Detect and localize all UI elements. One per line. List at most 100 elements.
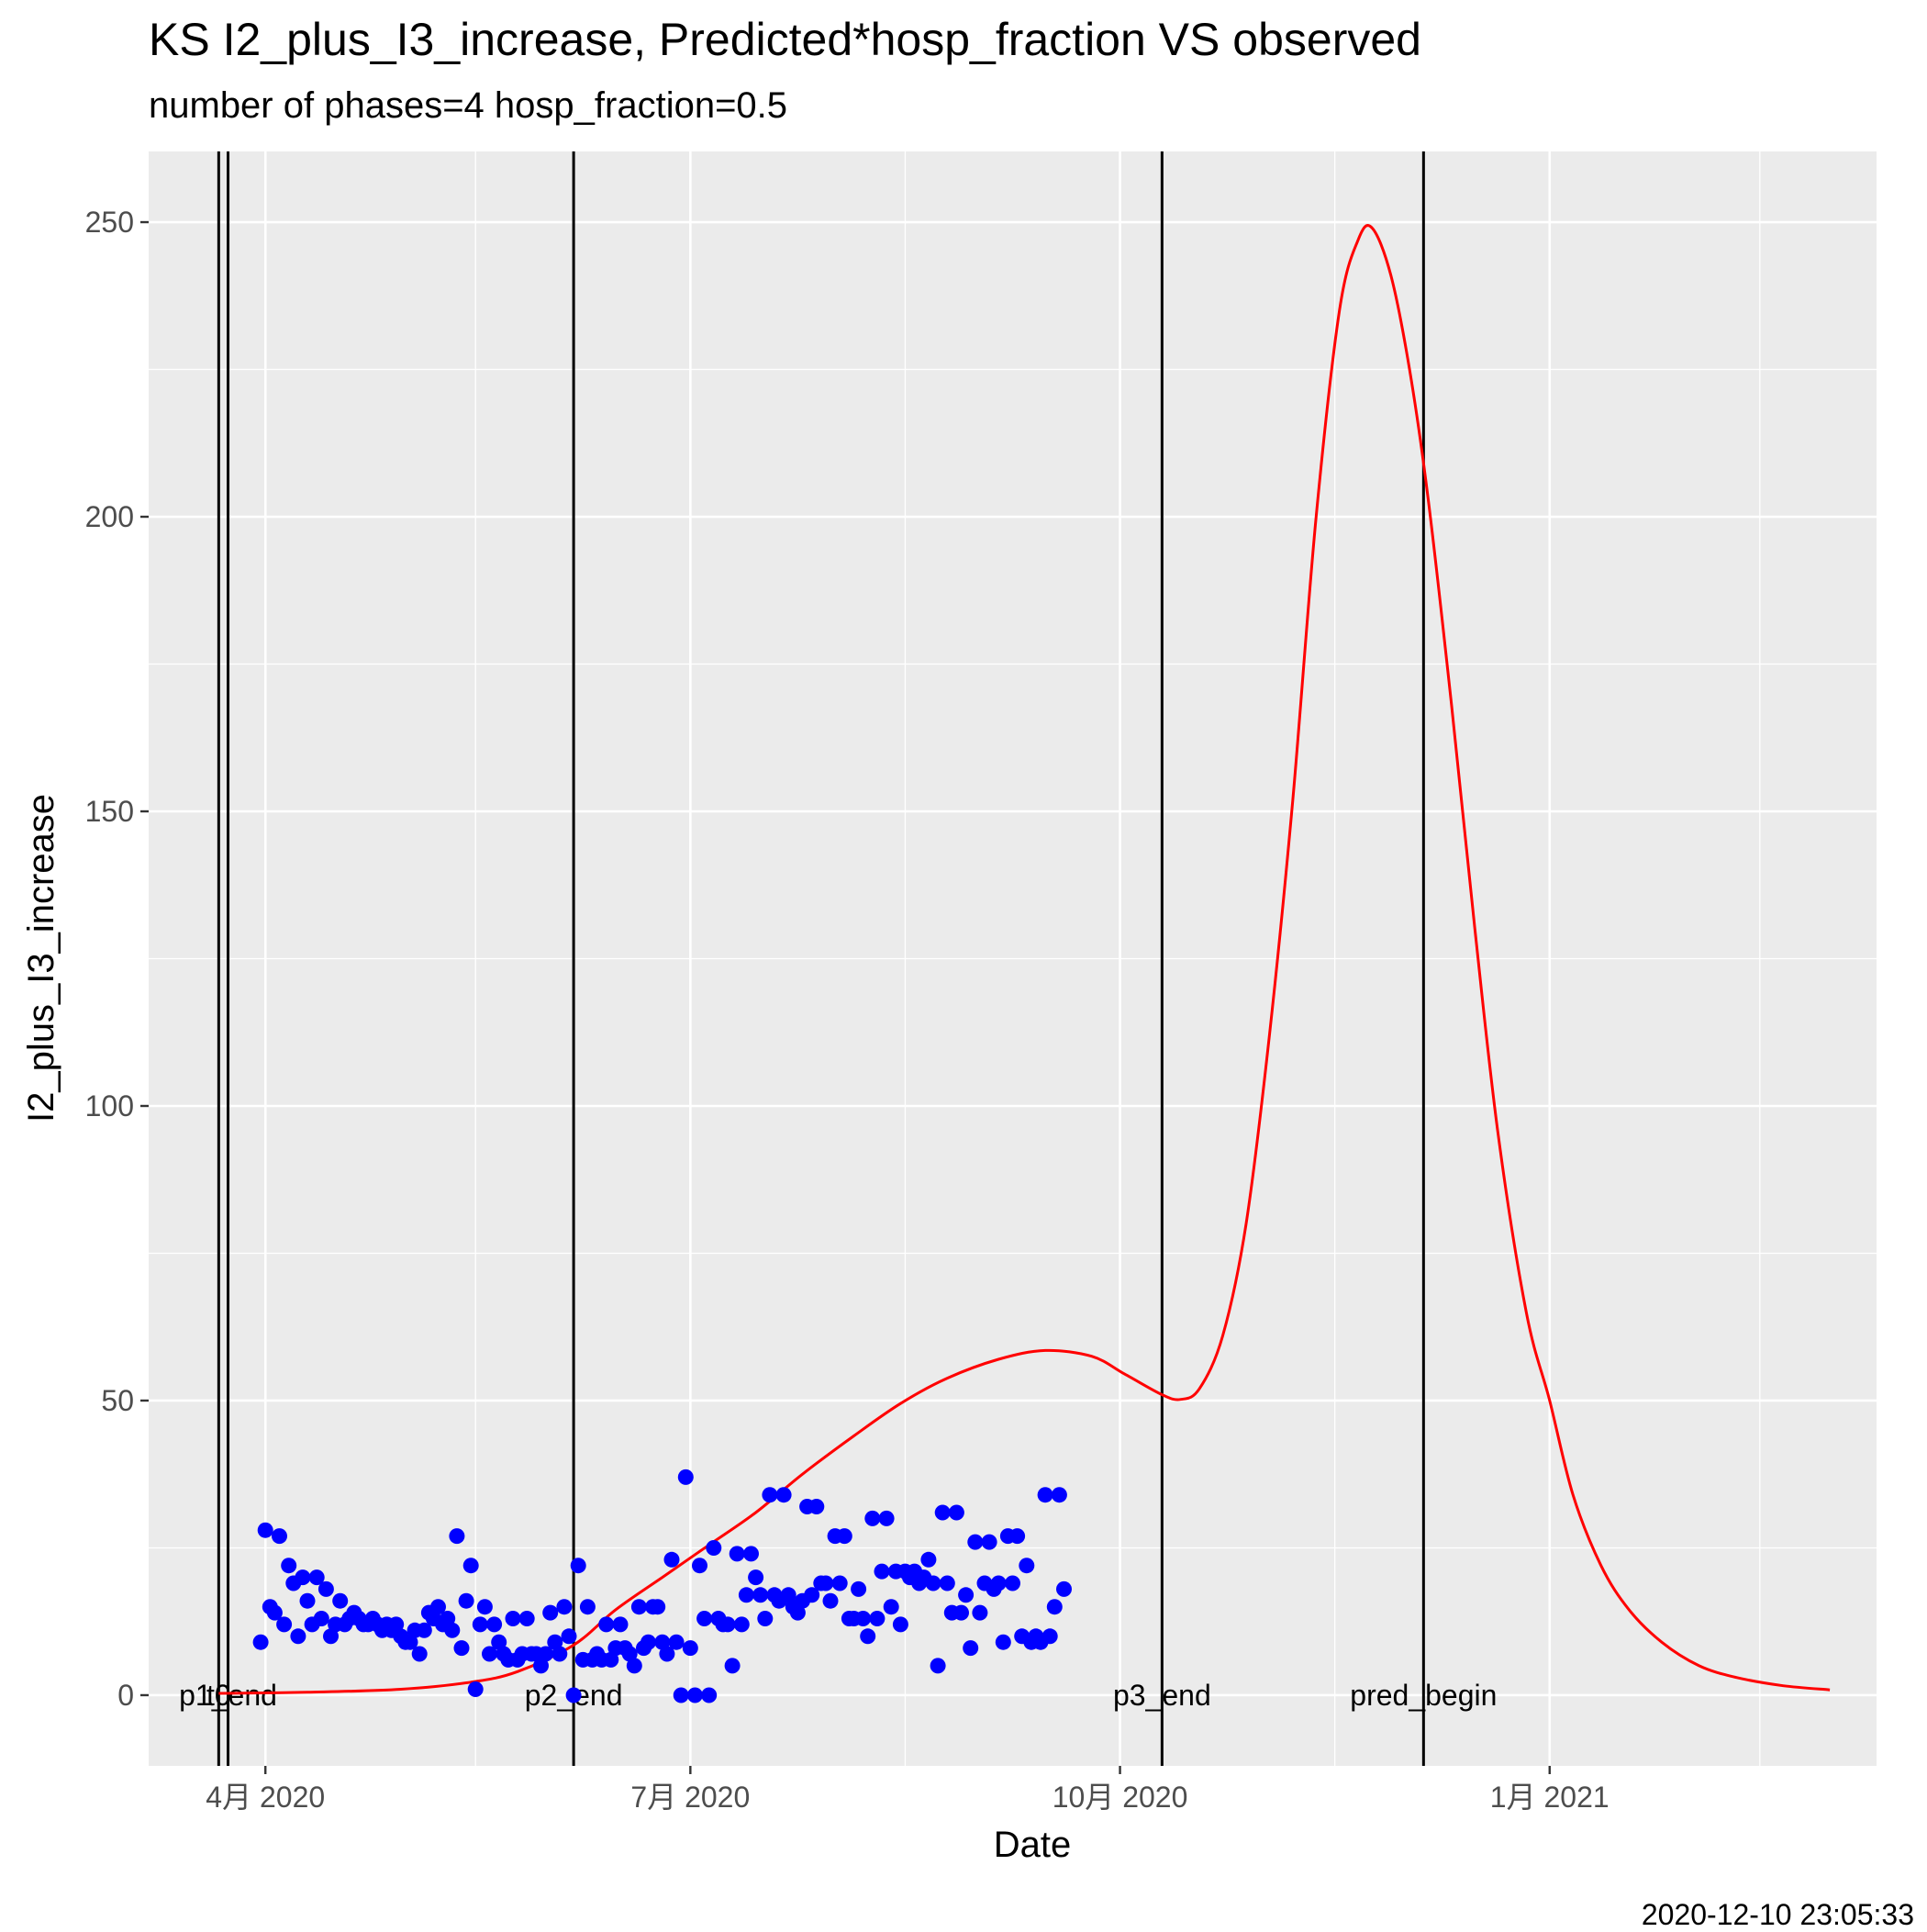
observed-point [701, 1687, 718, 1703]
observed-point [682, 1640, 698, 1657]
chart-subtitle: number of phases=4 hosp_fraction=0.5 [149, 85, 788, 126]
observed-point [719, 1616, 736, 1633]
observed-point [402, 1634, 418, 1650]
observed-point [822, 1592, 839, 1609]
y-tick-label: 200 [85, 500, 134, 533]
observed-point [533, 1658, 549, 1674]
observed-point [1041, 1628, 1058, 1645]
observed-point [673, 1687, 689, 1703]
observed-point [851, 1580, 867, 1597]
observed-point [804, 1587, 820, 1603]
observed-point [752, 1587, 769, 1603]
observed-point [276, 1616, 293, 1633]
observed-point [542, 1604, 559, 1621]
phase-label-p3-end: p3_end [1113, 1679, 1211, 1712]
observed-point [925, 1575, 941, 1591]
observed-point [458, 1592, 474, 1609]
observed-point [892, 1616, 908, 1633]
observed-point [738, 1587, 754, 1603]
observed-point [416, 1622, 432, 1638]
x-tick-label: 1月 2021 [1490, 1781, 1610, 1814]
observed-point [663, 1551, 680, 1568]
observed-point [467, 1681, 484, 1697]
observed-point [963, 1640, 979, 1657]
observed-point [981, 1534, 997, 1550]
y-tick-label: 250 [85, 206, 134, 239]
minor-gridlines [149, 151, 1877, 1766]
observed-point [939, 1575, 955, 1591]
observed-point [860, 1628, 876, 1645]
observed-point [257, 1522, 273, 1538]
observed-point [556, 1599, 573, 1615]
observed-point [1046, 1599, 1063, 1615]
observed-point [1056, 1580, 1072, 1597]
phase-label-p1-end: p1_end [179, 1679, 277, 1712]
observed-point [808, 1499, 825, 1514]
observed-point [780, 1587, 796, 1603]
observed-point [388, 1616, 405, 1633]
observed-point [272, 1528, 287, 1545]
observed-point [930, 1658, 946, 1674]
observed-point [990, 1575, 1007, 1591]
observed-point [313, 1611, 329, 1626]
y-axis-ticks: 0 50 100 150 200 250 [85, 206, 149, 1712]
observed-point [775, 1487, 792, 1503]
x-axis-title: Date [994, 1825, 1072, 1865]
observed-point [505, 1611, 521, 1626]
observed-point [281, 1558, 297, 1574]
observed-point [748, 1569, 764, 1586]
observed-point [640, 1634, 656, 1650]
x-tick-label: 7月 2020 [630, 1781, 750, 1814]
observed-point [561, 1628, 577, 1645]
y-tick-label: 0 [117, 1679, 134, 1712]
observed-point [696, 1611, 713, 1626]
observed-point [920, 1551, 937, 1568]
observed-point [598, 1616, 615, 1633]
phase-label-t0: t0 [206, 1679, 231, 1712]
observed-point [706, 1540, 722, 1556]
y-tick-label: 50 [101, 1384, 134, 1417]
observed-point [677, 1469, 694, 1485]
observed-point [462, 1558, 479, 1574]
observed-point [630, 1599, 647, 1615]
phase-label-pred-begin: pred_begin [1350, 1679, 1497, 1712]
observed-point [686, 1687, 703, 1703]
observed-point [654, 1634, 671, 1650]
observed-point [482, 1646, 497, 1662]
observed-point [650, 1599, 666, 1615]
observed-point [440, 1611, 456, 1626]
observed-point [953, 1604, 969, 1621]
observed-point [612, 1616, 629, 1633]
x-tick-label: 10月 2020 [1053, 1781, 1188, 1814]
observed-point [538, 1646, 554, 1662]
observed-point [762, 1487, 778, 1503]
observed-point [668, 1634, 685, 1650]
observed-point [472, 1616, 488, 1633]
observed-point [295, 1569, 311, 1586]
observed-point [290, 1628, 306, 1645]
observed-point [411, 1646, 428, 1662]
observed-point [995, 1634, 1011, 1650]
observed-point [1037, 1487, 1053, 1503]
observed-point [518, 1611, 535, 1626]
observed-point [299, 1592, 316, 1609]
observed-point [733, 1616, 750, 1633]
observed-point [266, 1604, 283, 1621]
major-gridlines [149, 151, 1877, 1766]
y-tick-label: 100 [85, 1089, 134, 1122]
observed-point [323, 1628, 339, 1645]
observed-point [869, 1611, 886, 1626]
observed-point [1019, 1558, 1035, 1574]
observed-point [934, 1504, 951, 1521]
observed-point [855, 1611, 872, 1626]
y-axis-title: I2_plus_I3_increase [21, 794, 61, 1122]
chart-title: KS I2_plus_I3_increase, Predicted*hosp_f… [149, 14, 1421, 65]
observed-point [878, 1510, 895, 1526]
observed-point [789, 1604, 806, 1621]
observed-point [874, 1563, 890, 1580]
observed-point [864, 1510, 881, 1526]
observed-point [1051, 1487, 1067, 1503]
observed-point [626, 1658, 642, 1674]
observed-point [449, 1528, 465, 1545]
observed-point [836, 1528, 852, 1545]
